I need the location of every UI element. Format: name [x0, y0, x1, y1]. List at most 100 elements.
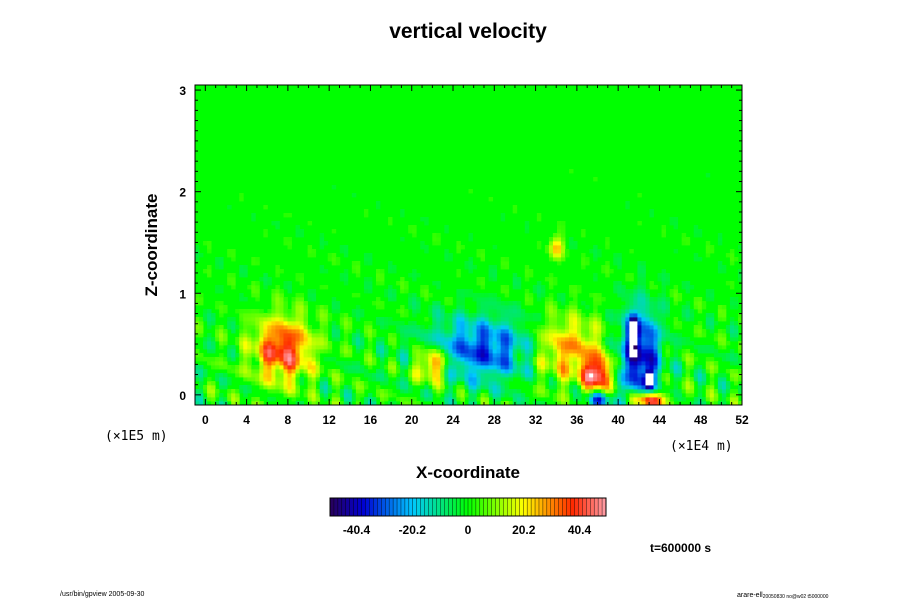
heatmap-cell	[283, 385, 288, 390]
heatmap-cell	[355, 305, 361, 310]
heatmap-cell	[243, 269, 248, 274]
heatmap-cell	[561, 401, 566, 406]
heatmap-cell	[705, 293, 711, 298]
heatmap-cell	[392, 265, 397, 270]
heatmap-cell	[303, 313, 309, 318]
heatmap-cell	[625, 373, 630, 378]
heatmap-cell	[219, 261, 224, 266]
heatmap-cell	[460, 321, 465, 326]
heatmap-cell	[589, 333, 594, 338]
heatmap-cell	[271, 297, 276, 302]
heatmap-cell	[291, 329, 296, 334]
heatmap-cell	[223, 329, 228, 334]
heatmap-cell	[279, 385, 284, 390]
heatmap-cell	[484, 321, 490, 326]
heatmap-cell	[476, 301, 481, 306]
heatmap-cell	[408, 301, 413, 306]
heatmap-cell	[633, 357, 638, 362]
heatmap-cell	[536, 361, 542, 366]
heatmap-cell	[215, 337, 220, 342]
heatmap-cell	[552, 353, 558, 358]
heatmap-cell	[335, 309, 341, 314]
heatmap-cell	[665, 301, 670, 306]
heatmap-cell	[512, 349, 518, 354]
heatmap-cell	[548, 313, 554, 318]
heatmap-cell	[335, 361, 341, 366]
heatmap-cell	[436, 321, 441, 326]
heatmap-cell	[520, 337, 526, 342]
heatmap-cell	[247, 361, 252, 366]
heatmap-cell	[303, 353, 309, 358]
heatmap-cell	[645, 297, 650, 302]
heatmap-cell	[733, 329, 739, 334]
heatmap-cell	[380, 337, 385, 342]
heatmap-cell	[307, 249, 313, 254]
heatmap-cell	[243, 349, 248, 354]
heatmap-cell	[436, 377, 441, 382]
heatmap-cell	[416, 373, 421, 378]
heatmap-cell	[565, 341, 570, 346]
heatmap-cell	[556, 297, 562, 302]
heatmap-cell	[717, 237, 723, 242]
heatmap-cell	[637, 373, 642, 378]
heatmap-cell	[392, 361, 397, 366]
heatmap-cell	[565, 373, 570, 378]
heatmap-cell	[556, 317, 562, 322]
heatmap-cell	[428, 293, 433, 298]
heatmap-cell	[271, 389, 276, 394]
heatmap-cell	[524, 313, 530, 318]
heatmap-cell	[339, 377, 345, 382]
heatmap-cell	[637, 341, 642, 346]
colorbar-swatch	[436, 497, 441, 517]
heatmap-cell	[657, 369, 662, 374]
heatmap-cell	[492, 333, 498, 338]
heatmap-cell	[657, 353, 662, 358]
heatmap-cell	[448, 393, 453, 398]
heatmap-cell	[251, 281, 256, 286]
colorbar-swatch	[455, 497, 461, 517]
heatmap-cell	[468, 317, 473, 322]
heatmap-cell	[641, 325, 646, 330]
heatmap-cell	[729, 337, 735, 342]
heatmap-cell	[291, 337, 296, 342]
heatmap-cell	[593, 273, 598, 278]
heatmap-cell	[681, 397, 687, 402]
heatmap-cell	[420, 333, 425, 338]
heatmap-cell	[480, 401, 485, 406]
heatmap-cell	[729, 357, 735, 362]
heatmap-cell	[673, 337, 679, 342]
heatmap-cell	[561, 397, 566, 402]
heatmap-cell	[380, 401, 385, 406]
heatmap-cell	[661, 289, 666, 294]
heatmap-cell	[645, 345, 650, 350]
heatmap-cell	[637, 337, 642, 342]
heatmap-cell	[472, 377, 477, 382]
heatmap-cell	[275, 309, 280, 314]
heatmap-cell	[665, 397, 670, 402]
heatmap-cell	[544, 357, 550, 362]
heatmap-cell	[251, 353, 256, 358]
heatmap-cell	[319, 333, 325, 338]
heatmap-cell	[661, 273, 666, 278]
heatmap-cell	[432, 241, 437, 246]
heatmap-cell	[231, 277, 236, 282]
heatmap-cell	[263, 357, 268, 362]
heatmap-cell	[729, 377, 735, 382]
heatmap-cell	[544, 309, 550, 314]
heatmap-cell	[552, 277, 558, 282]
heatmap-cell	[621, 333, 626, 338]
colorbar-swatch	[459, 497, 465, 517]
heatmap-cell	[388, 317, 393, 322]
heatmap-cell	[589, 381, 594, 386]
heatmap-cell	[231, 321, 236, 326]
heatmap-cell	[629, 325, 634, 330]
heatmap-cell	[271, 373, 276, 378]
heatmap-cell	[492, 369, 498, 374]
heatmap-cell	[524, 349, 530, 354]
heatmap-cell	[665, 277, 670, 282]
heatmap-cell	[709, 373, 715, 378]
heatmap-cell	[480, 281, 485, 286]
heatmap-cell	[665, 381, 670, 386]
heatmap-cell	[484, 353, 490, 358]
heatmap-cell	[561, 377, 566, 382]
